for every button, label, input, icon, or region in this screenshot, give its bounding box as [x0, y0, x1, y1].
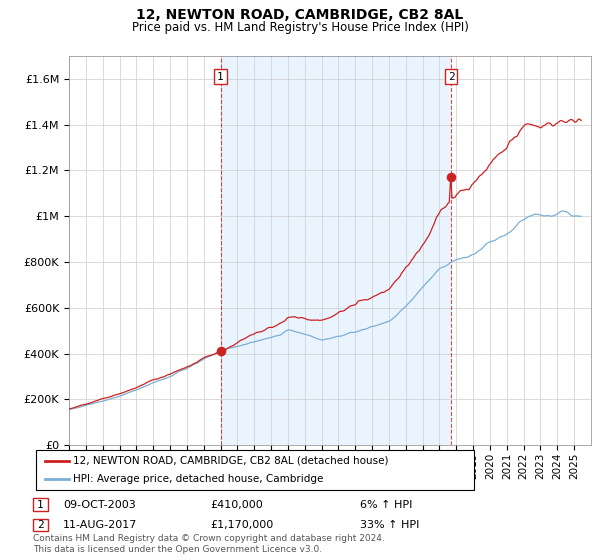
Text: 12, NEWTON ROAD, CAMBRIDGE, CB2 8AL: 12, NEWTON ROAD, CAMBRIDGE, CB2 8AL [136, 8, 464, 22]
Text: £410,000: £410,000 [210, 500, 263, 510]
Text: 1: 1 [37, 500, 44, 510]
Point [446, 173, 456, 182]
Text: This data is licensed under the Open Government Licence v3.0.: This data is licensed under the Open Gov… [33, 545, 322, 554]
Text: Contains HM Land Registry data © Crown copyright and database right 2024.: Contains HM Land Registry data © Crown c… [33, 534, 385, 543]
Text: Price paid vs. HM Land Registry's House Price Index (HPI): Price paid vs. HM Land Registry's House … [131, 21, 469, 34]
Text: HPI: Average price, detached house, Cambridge: HPI: Average price, detached house, Camb… [73, 474, 323, 484]
Text: 12, NEWTON ROAD, CAMBRIDGE, CB2 8AL (detached house): 12, NEWTON ROAD, CAMBRIDGE, CB2 8AL (det… [73, 456, 389, 466]
Bar [221, 56, 451, 445]
Point [216, 347, 226, 356]
Text: 09-OCT-2003: 09-OCT-2003 [63, 500, 136, 510]
Text: 2: 2 [37, 520, 44, 530]
Text: 2: 2 [448, 72, 455, 82]
Text: 6% ↑ HPI: 6% ↑ HPI [360, 500, 412, 510]
Text: £1,170,000: £1,170,000 [210, 520, 273, 530]
Text: 11-AUG-2017: 11-AUG-2017 [63, 520, 137, 530]
Text: 33% ↑ HPI: 33% ↑ HPI [360, 520, 419, 530]
Text: 1: 1 [217, 72, 224, 82]
